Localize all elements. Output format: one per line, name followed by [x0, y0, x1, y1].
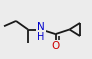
Text: N: N: [37, 22, 45, 32]
Text: O: O: [51, 41, 60, 51]
Text: H: H: [37, 32, 45, 42]
